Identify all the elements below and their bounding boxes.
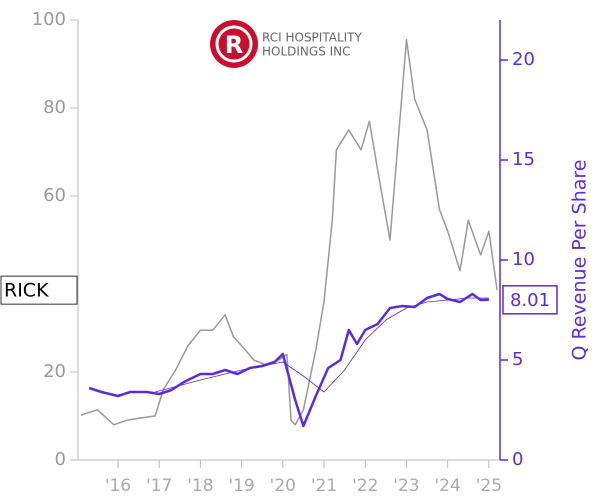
- y-tick-label: 100: [32, 9, 66, 30]
- x-tick-label: '24: [435, 476, 461, 496]
- x-tick-label: '17: [146, 476, 172, 496]
- y2-tick-label: 20: [512, 49, 535, 70]
- logo-letter: R: [225, 31, 243, 59]
- series-line: [88, 292, 489, 428]
- x-tick-label: '20: [270, 476, 296, 496]
- x-tick-label: '18: [187, 476, 213, 496]
- series-line: [80, 39, 498, 426]
- y2-tick-label: 10: [512, 249, 535, 270]
- series-line: [154, 297, 489, 393]
- logo-text: RCI HOSPITALITY: [262, 31, 362, 45]
- y-tick-label: 60: [43, 185, 66, 206]
- x-tick-label: '22: [352, 476, 378, 496]
- x-tick-label: '25: [476, 476, 502, 496]
- x-tick-label: '19: [228, 476, 254, 496]
- y2-axis-label: Q Revenue Per Share: [569, 160, 591, 361]
- y2-tick-label: 0: [512, 449, 523, 470]
- logo: R RCI HOSPITALITY HOLDINGS INC: [210, 20, 362, 68]
- logo-ring: [215, 25, 253, 63]
- y-tick-label: 0: [55, 449, 66, 470]
- y-tick-label: 80: [43, 97, 66, 118]
- x-tick-label: '21: [311, 476, 337, 496]
- y-tick-label: 20: [43, 361, 66, 382]
- logo-text: HOLDINGS INC: [262, 45, 351, 59]
- y2-tick-label: 15: [512, 149, 535, 170]
- value-box: [502, 285, 558, 315]
- ticker-box: [0, 275, 78, 305]
- x-tick-label: '16: [105, 476, 131, 496]
- ticker-label: RICK: [4, 280, 49, 302]
- last-value-label: 8.01: [510, 290, 550, 311]
- y2-tick-label: 5: [512, 349, 523, 370]
- x-tick-label: '23: [393, 476, 419, 496]
